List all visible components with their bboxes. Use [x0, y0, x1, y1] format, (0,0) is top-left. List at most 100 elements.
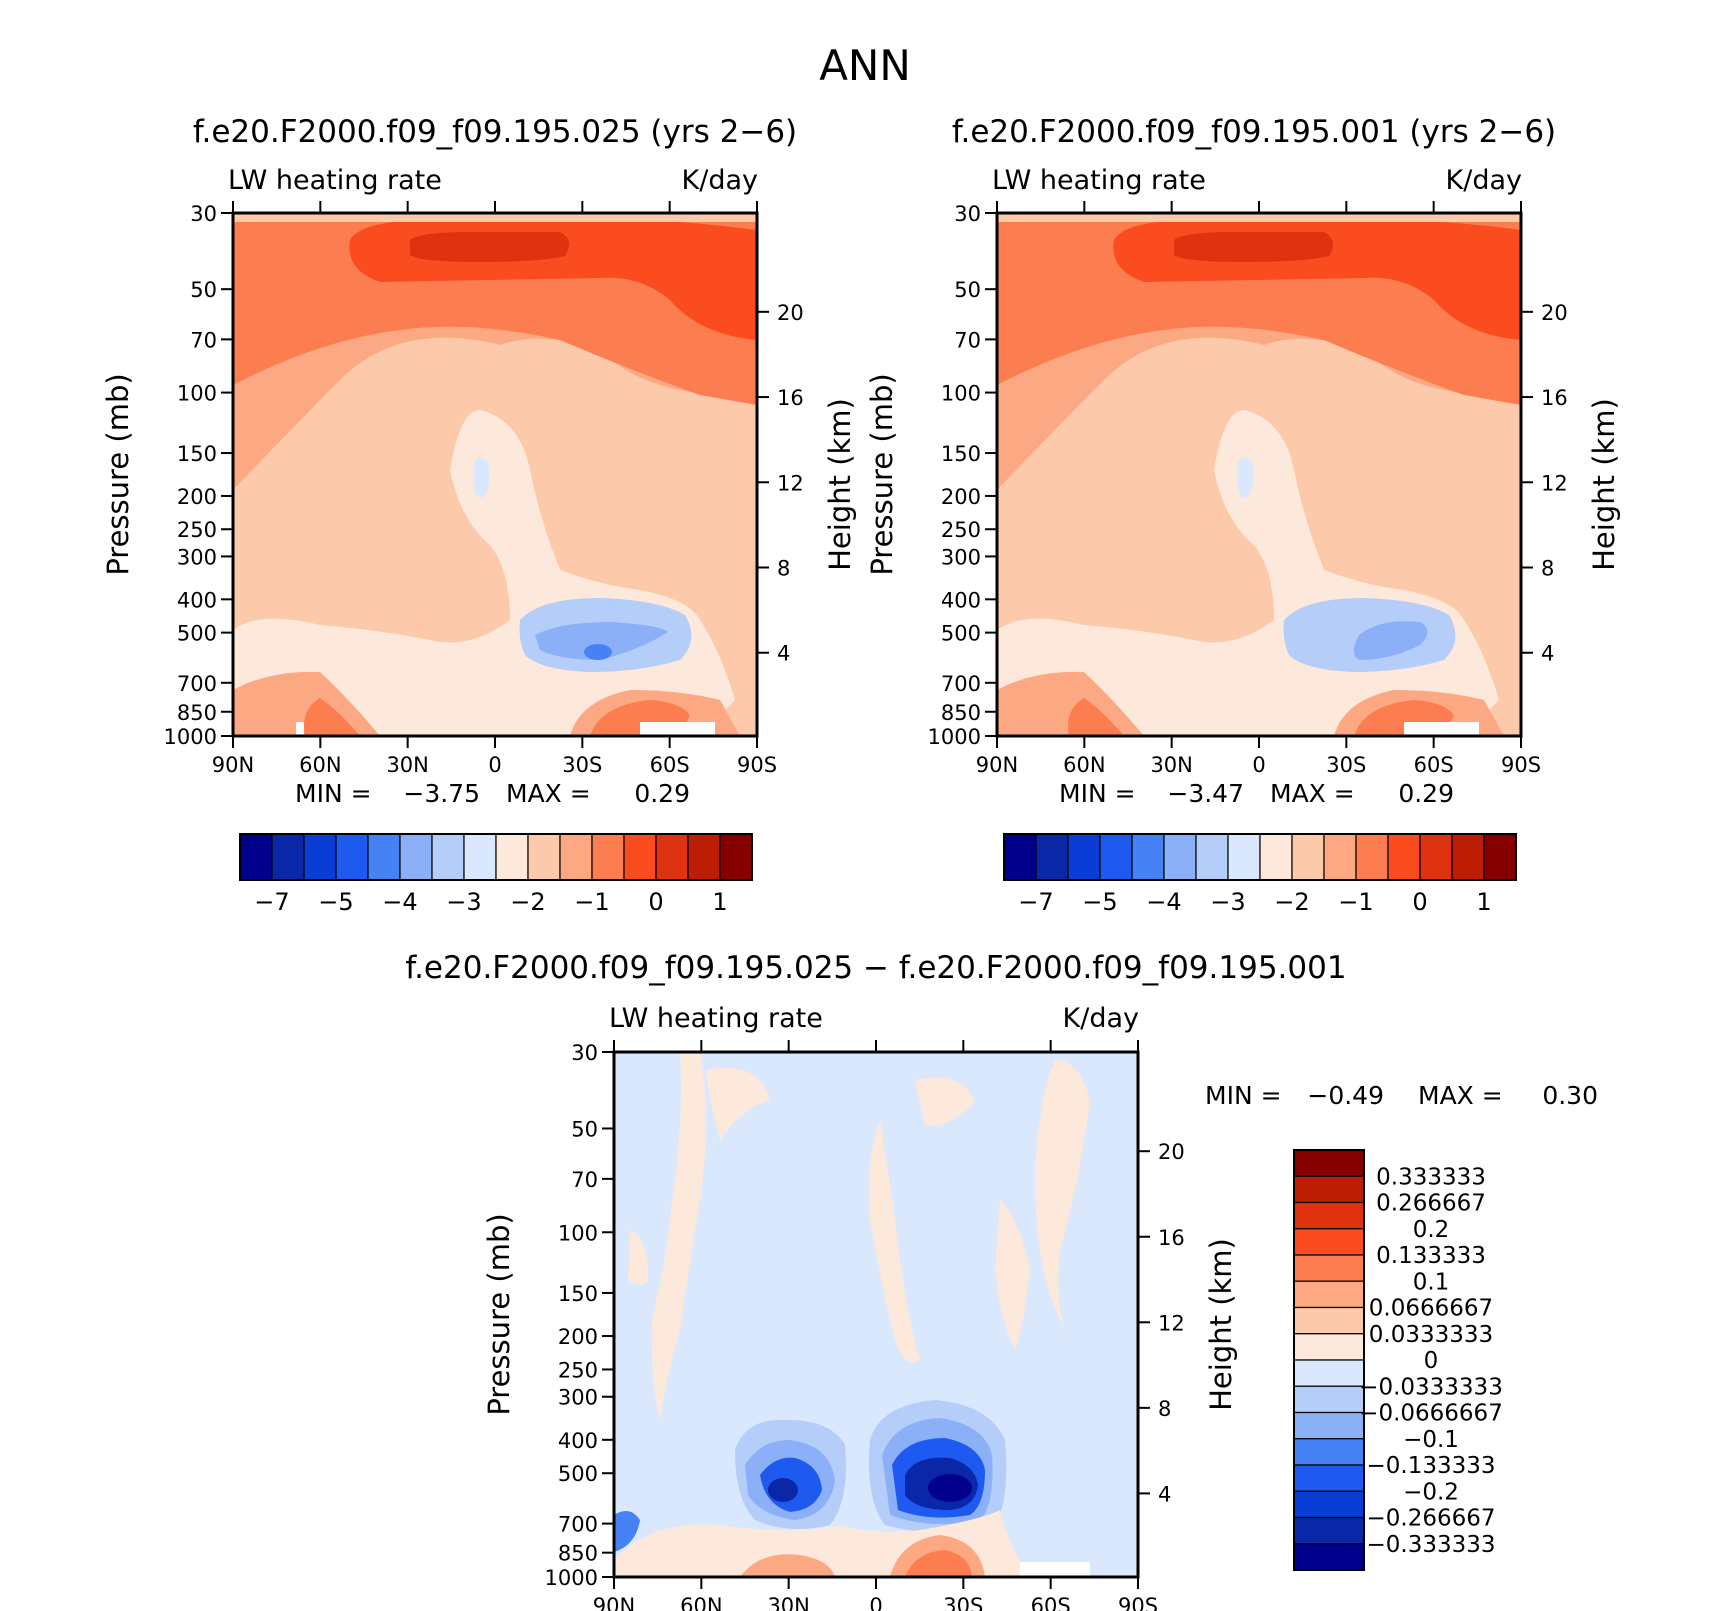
pressure-tick-label: 850 [941, 701, 981, 725]
colorbar-frame [1003, 833, 1517, 881]
latitude-tick-label: 90N [212, 753, 254, 777]
figure-title: ANN [819, 41, 911, 90]
colorbar-swatch [527, 833, 561, 881]
pressure-tick-label: 400 [558, 1429, 598, 1453]
pressure-tick-label: 400 [177, 588, 217, 612]
colorbar-tick-label: 0.1 [1413, 1269, 1450, 1295]
colorbar-tick-label: 0.266667 [1376, 1191, 1486, 1217]
latitude-tick-label: 60N [680, 1594, 722, 1611]
contour-fill-surface-negative-left [614, 1511, 640, 1552]
case1-max-value: 0.29 [634, 779, 690, 808]
panel-case2-variable: LW heating rate [992, 165, 1206, 196]
colorbar-swatch [1293, 1228, 1365, 1256]
difference-min-label: MIN = [1205, 1081, 1282, 1110]
pressure-tick-label: 1000 [164, 725, 217, 749]
height-axis-title: Height (km) [1587, 398, 1621, 571]
colorbar-swatch [1227, 833, 1261, 881]
panel-case1-colorbar: −7 −5 −4 −3 −2 −1 0 1 [239, 833, 753, 916]
colorbar-swatch [1099, 833, 1133, 881]
colorbar-swatch [303, 833, 337, 881]
colorbar-swatch [1293, 1254, 1365, 1282]
colorbar-swatch [431, 833, 465, 881]
contour-fill-missing-left [296, 722, 304, 736]
pressure-tick-label: 150 [177, 442, 217, 466]
colorbar-tick-label: −7 [1018, 888, 1053, 916]
height-tick-label: 16 [1541, 386, 1568, 410]
panel-case2-title: f.e20.F2000.f09_f09.195.001 (yrs 2−6) [952, 114, 1556, 150]
latitude-tick-label: 60S [1031, 1594, 1071, 1611]
latitude-tick-label: 60N [1063, 753, 1105, 777]
colorbar-tick-label: −1 [1338, 888, 1373, 916]
colorbar-tick-label: −3 [446, 888, 481, 916]
contour-fill-positive-streak-4 [915, 1077, 975, 1126]
pressure-tick-label: 30 [571, 1041, 598, 1065]
case1-max-label: MAX = [506, 779, 591, 808]
colorbar-swatch [1293, 1438, 1365, 1466]
height-tick-label: 16 [1158, 1226, 1185, 1250]
contour-fill-surface-jet-left [304, 698, 360, 736]
height-tick-label: 4 [777, 642, 790, 666]
difference-max-label: MAX = [1418, 1081, 1503, 1110]
latitude-tick-label: 90S [1501, 753, 1541, 777]
pressure-tick-label: 200 [941, 485, 981, 509]
colorbar-tick-label: −0.266667 [1366, 1506, 1495, 1532]
colorbar-swatch [623, 833, 657, 881]
pressure-tick-label: 200 [558, 1325, 598, 1349]
colorbar-swatch [1293, 1411, 1365, 1440]
contour-fill-missing-right [1020, 1562, 1090, 1577]
height-tick-label: 4 [1541, 642, 1554, 666]
pressure-tick-label: 300 [177, 545, 217, 569]
pressure-tick-label: 50 [571, 1117, 598, 1141]
pressure-tick-label: 150 [941, 442, 981, 466]
contour-fill-lowlevel-min [584, 644, 612, 660]
contour-fill-positive-streak-1 [651, 1052, 706, 1420]
height-tick-label: 12 [777, 471, 804, 495]
latitude-tick-label: 30S [943, 1594, 983, 1611]
colorbar-swatch [1259, 833, 1293, 881]
colorbar-swatch [655, 833, 689, 881]
colorbar-tick-label: 0 [1412, 888, 1427, 916]
latitude-tick-label: 0 [869, 1594, 882, 1611]
pressure-tick-label: 250 [558, 1358, 598, 1382]
case2-max-value: 0.29 [1398, 779, 1454, 808]
height-tick-label: 12 [1541, 471, 1568, 495]
colorbar-tick-label: 0 [1424, 1348, 1439, 1374]
colorbar-tick-label: −2 [1274, 888, 1309, 916]
panel-case1-title: f.e20.F2000.f09_f09.195.025 (yrs 2−6) [193, 114, 797, 150]
colorbar-swatch [1195, 833, 1229, 881]
colorbar-swatch [1003, 833, 1037, 881]
height-axis-title: Height (km) [823, 398, 857, 571]
contour-fill-negative-left-min [768, 1478, 798, 1502]
pressure-tick-label: 30 [954, 202, 981, 226]
latitude-tick-label: 30N [767, 1594, 809, 1611]
colorbar-tick-label: −4 [1146, 888, 1181, 916]
contour-fill-positive-streak-2 [705, 1068, 770, 1140]
panel-case2: f.e20.F2000.f09_f09.195.001 (yrs 2−6) LW… [865, 114, 1621, 916]
colorbar-tick-label: 0.333333 [1376, 1164, 1486, 1190]
colorbar-swatch [495, 833, 529, 881]
pressure-tick-label: 70 [571, 1168, 598, 1192]
colorbar-swatch [1293, 1201, 1365, 1230]
pressure-tick-label: 150 [558, 1282, 598, 1306]
colorbar-swatch [719, 833, 753, 881]
height-tick-label: 8 [777, 557, 790, 581]
height-tick-label: 12 [1158, 1311, 1185, 1335]
pressure-tick-label: 30 [190, 202, 217, 226]
colorbar-swatch [1483, 833, 1517, 881]
colorbar-swatch [1451, 833, 1485, 881]
panel-case1-contours [233, 213, 757, 736]
colorbar-swatch [1293, 1385, 1365, 1414]
colorbar-swatch [1293, 1543, 1365, 1571]
colorbar-tick-label: −5 [1082, 888, 1117, 916]
panel-difference-colorbar: 0.3333330.2666670.20.1333330.10.06666670… [1293, 1149, 1503, 1571]
panel-difference-title: f.e20.F2000.f09_f09.195.025 − f.e20.F200… [405, 950, 1346, 986]
latitude-tick-label: 90N [593, 1594, 635, 1611]
pressure-tick-label: 250 [941, 518, 981, 542]
contour-fill-top-edge [233, 213, 757, 222]
latitude-tick-label: 30N [386, 753, 428, 777]
colorbar-swatch [335, 833, 369, 881]
colorbar-tick-label: 0.0666667 [1369, 1296, 1493, 1322]
case1-min-value: −3.75 [403, 779, 480, 808]
contour-fill-positive-streak-6 [995, 1200, 1030, 1350]
colorbar-swatch [1293, 1175, 1365, 1204]
